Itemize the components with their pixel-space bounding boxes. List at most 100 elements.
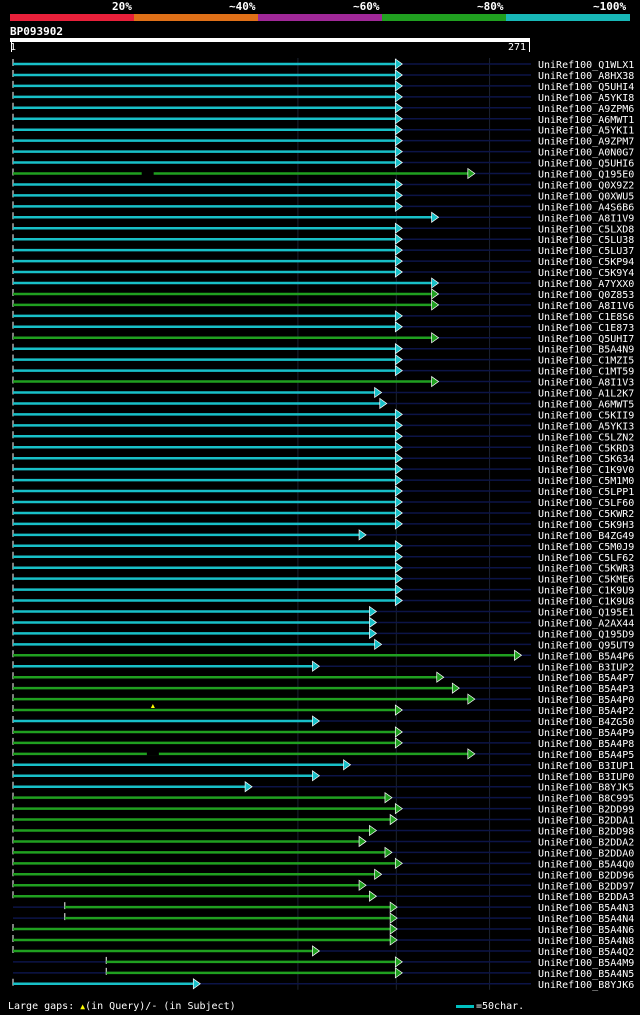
hit-row[interactable]: UniRef100_B8YJK5: [12, 781, 634, 794]
hit-label[interactable]: UniRef100_A6MWT5: [538, 399, 634, 410]
hit-row[interactable]: UniRef100_A5YKI3: [12, 419, 634, 432]
hit-row[interactable]: UniRef100_B4ZG49: [12, 529, 634, 542]
hit-row[interactable]: UniRef100_B2DD98: [12, 824, 634, 838]
hit-row[interactable]: UniRef100_A0N0G7: [12, 145, 634, 159]
hit-label[interactable]: UniRef100_C5KWR2: [538, 509, 634, 520]
hit-label[interactable]: UniRef100_B3IUP1: [538, 761, 634, 772]
hit-row[interactable]: UniRef100_B5A4P6: [12, 649, 634, 662]
hit-row[interactable]: UniRef100_B5A4P5: [12, 748, 634, 761]
hit-label[interactable]: UniRef100_A5YKI3: [538, 421, 634, 432]
hit-row[interactable]: UniRef100_B5A4N8: [12, 934, 634, 947]
hit-label[interactable]: UniRef100_C5LU38: [538, 235, 634, 246]
hit-label[interactable]: UniRef100_B4ZG49: [538, 531, 634, 542]
hit-label[interactable]: UniRef100_C5LXD8: [538, 224, 634, 235]
hit-row[interactable]: UniRef100_B2DDA0: [12, 846, 634, 859]
hit-row[interactable]: UniRef100_B5A4N4: [13, 912, 634, 925]
hit-row[interactable]: UniRef100_C5M0J9: [12, 540, 634, 553]
hit-label[interactable]: UniRef100_B5A4P9: [538, 728, 634, 739]
hit-row[interactable]: UniRef100_C5LZN2: [12, 430, 634, 443]
hit-row[interactable]: UniRef100_B2DD96: [12, 868, 634, 881]
hit-label[interactable]: UniRef100_B2DDA3: [538, 892, 634, 903]
hit-row[interactable]: UniRef100_Q5UHI4: [12, 80, 634, 93]
hit-label[interactable]: UniRef100_B5A4N4: [538, 914, 634, 925]
hit-label[interactable]: UniRef100_A2AX44: [538, 618, 634, 629]
hit-row[interactable]: UniRef100_Q195D9: [12, 627, 634, 640]
hit-row[interactable]: UniRef100_B5A4Q2: [12, 945, 634, 958]
hit-label[interactable]: UniRef100_B5A4P3: [538, 684, 634, 695]
hit-label[interactable]: UniRef100_B5A4P2: [538, 706, 634, 717]
hit-row[interactable]: UniRef100_C5LF60: [12, 496, 634, 509]
hit-label[interactable]: UniRef100_Q0X9Z2: [538, 180, 634, 191]
hit-label[interactable]: UniRef100_B2DDA2: [538, 837, 634, 848]
hit-row[interactable]: UniRef100_C1E8S6: [12, 310, 634, 323]
hit-row[interactable]: UniRef100_A9ZPM7: [12, 134, 634, 148]
hit-row[interactable]: UniRef100_B5A4N3: [13, 901, 634, 914]
hit-row[interactable]: UniRef100_B5A4N9: [12, 343, 634, 356]
hit-label[interactable]: UniRef100_B3IUP2: [538, 662, 634, 673]
hit-row[interactable]: UniRef100_C5KWR3: [12, 562, 634, 575]
hit-label[interactable]: UniRef100_A8HX38: [538, 71, 634, 82]
hit-label[interactable]: UniRef100_A9ZPM6: [538, 104, 634, 115]
hit-label[interactable]: UniRef100_C1K9U8: [538, 597, 634, 608]
hit-label[interactable]: UniRef100_C1K9U9: [538, 586, 634, 597]
hit-label[interactable]: UniRef100_B5A4P0: [538, 695, 634, 706]
hit-label[interactable]: UniRef100_C5LPP1: [538, 487, 634, 498]
hit-label[interactable]: UniRef100_Q0Z853: [538, 290, 634, 301]
hit-label[interactable]: UniRef100_C5KII9: [538, 410, 634, 421]
hit-row[interactable]: UniRef100_Q95UT9: [12, 638, 634, 651]
hit-label[interactable]: UniRef100_C5KRD3: [538, 443, 634, 454]
hit-label[interactable]: UniRef100_C5KP94: [538, 257, 634, 268]
hit-row[interactable]: UniRef100_A4S6B6: [12, 200, 634, 213]
hit-label[interactable]: UniRef100_Q5UHI7: [538, 334, 634, 345]
hit-row[interactable]: UniRef100_B5A4Q0: [12, 857, 634, 870]
hit-row[interactable]: UniRef100_Q5UHI7: [12, 332, 634, 345]
hit-row[interactable]: UniRef100_A5YKI1: [12, 124, 634, 137]
hit-label[interactable]: UniRef100_A5YKI8: [538, 93, 634, 104]
hit-label[interactable]: UniRef100_Q195D9: [538, 629, 634, 640]
hit-row[interactable]: UniRef100_B5A4N6: [12, 923, 634, 936]
hit-row[interactable]: UniRef100_C5K9H3: [12, 518, 634, 531]
hit-label[interactable]: UniRef100_B8YJK5: [538, 783, 634, 794]
hit-row[interactable]: UniRef100_A8I1V9: [12, 211, 634, 224]
hit-row[interactable]: UniRef100_B5A4P9: [12, 726, 634, 739]
hit-label[interactable]: UniRef100_C5K9Y4: [538, 268, 634, 279]
hit-label[interactable]: UniRef100_A8I1V9: [538, 213, 634, 224]
hit-label[interactable]: UniRef100_C5KWR3: [538, 564, 634, 575]
hit-label[interactable]: UniRef100_B5A4P8: [538, 739, 634, 750]
hit-label[interactable]: UniRef100_B5A4P6: [538, 651, 634, 662]
hit-label[interactable]: UniRef100_A7YXX0: [538, 279, 634, 290]
hit-label[interactable]: UniRef100_B5A4N3: [538, 903, 634, 914]
hit-row[interactable]: UniRef100_B8YJK6: [12, 978, 634, 991]
hit-row[interactable]: UniRef100_B5A4P8: [12, 737, 634, 750]
hit-row[interactable]: UniRef100_C5KP94: [12, 255, 634, 268]
hit-label[interactable]: UniRef100_C1E873: [538, 323, 634, 334]
hit-row[interactable]: UniRef100_Q1WLX1: [12, 58, 634, 71]
hit-label[interactable]: UniRef100_B5A4N6: [538, 925, 634, 936]
hit-label[interactable]: UniRef100_B2DDA1: [538, 816, 634, 827]
hit-row[interactable]: UniRef100_A2AX44: [12, 616, 634, 629]
hit-row[interactable]: UniRef100_B2DDA2: [12, 835, 634, 848]
hit-label[interactable]: UniRef100_A8I1V6: [538, 301, 634, 312]
hit-label[interactable]: UniRef100_B5A4N8: [538, 936, 634, 947]
hit-label[interactable]: UniRef100_B2DD99: [538, 805, 634, 816]
hit-label[interactable]: UniRef100_B5A4P7: [538, 673, 634, 684]
hit-row[interactable]: UniRef100_C1MT59: [12, 364, 634, 378]
hit-row[interactable]: UniRef100_C5LF62: [12, 551, 634, 564]
hit-label[interactable]: UniRef100_C1MZI5: [538, 356, 634, 367]
hit-label[interactable]: UniRef100_Q195E1: [538, 608, 634, 619]
hit-label[interactable]: UniRef100_Q5UHI4: [538, 82, 634, 93]
hit-label[interactable]: UniRef100_C5M1M0: [538, 476, 634, 487]
hit-row[interactable]: UniRef100_A9ZPM6: [12, 102, 634, 115]
hit-label[interactable]: UniRef100_A8I1V3: [538, 378, 634, 389]
hit-row[interactable]: UniRef100_C1E873: [12, 321, 634, 334]
hit-row[interactable]: UniRef100_C5LXD8: [12, 222, 634, 235]
hit-label[interactable]: UniRef100_A0N0G7: [538, 148, 634, 159]
hit-row[interactable]: UniRef100_B5A4P2: [12, 704, 634, 717]
hit-label[interactable]: UniRef100_B2DD97: [538, 881, 634, 892]
hit-label[interactable]: UniRef100_Q195E0: [538, 170, 634, 181]
hit-row[interactable]: UniRef100_B8C995: [12, 791, 634, 805]
hit-label[interactable]: UniRef100_Q1WLX1: [538, 60, 634, 71]
hit-row[interactable]: UniRef100_A1L2K7: [12, 386, 634, 400]
hit-row[interactable]: UniRef100_Q0XWU5: [12, 189, 634, 202]
hit-label[interactable]: UniRef100_C5LZN2: [538, 432, 634, 443]
